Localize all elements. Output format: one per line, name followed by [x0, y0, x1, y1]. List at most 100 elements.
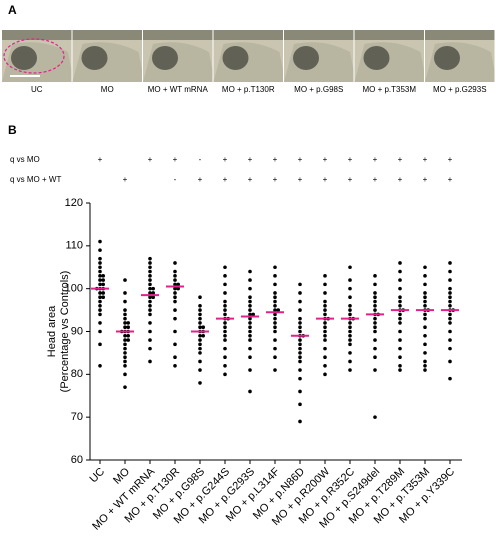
- data-point: [448, 295, 452, 300]
- data-point: [423, 291, 427, 295]
- image-top: [72, 30, 142, 40]
- data-point: [298, 359, 302, 364]
- image-top: [143, 30, 213, 40]
- data-point: [98, 363, 102, 368]
- data-point: [448, 269, 452, 274]
- data-point: [98, 342, 102, 347]
- data-point: [373, 282, 377, 287]
- x-tick-label: UC: [87, 466, 107, 486]
- data-point: [223, 282, 227, 287]
- data-point: [423, 312, 427, 317]
- data-point: [423, 274, 427, 278]
- significance-mark: +: [198, 175, 203, 184]
- data-point: [298, 342, 302, 347]
- significance-mark: +: [123, 175, 128, 184]
- data-point: [298, 329, 302, 334]
- data-point: [248, 304, 252, 308]
- data-point: [273, 329, 277, 334]
- y-tick-label: 60: [71, 454, 83, 466]
- data-point: [148, 282, 152, 287]
- data-point: [348, 325, 352, 330]
- data-point: [423, 342, 427, 347]
- data-point: [198, 351, 202, 355]
- data-point: [273, 325, 277, 330]
- data-point: [98, 282, 102, 287]
- data-point: [148, 286, 152, 291]
- data-point: [98, 274, 102, 278]
- image-label: MO: [101, 85, 114, 94]
- significance-mark: +: [448, 155, 453, 164]
- data-point: [398, 278, 402, 282]
- y-axis-label: Head area(Percentage vs Controls): [46, 271, 71, 393]
- data-point: [373, 308, 377, 312]
- data-point: [448, 346, 452, 351]
- data-point: [273, 265, 277, 270]
- data-point: [198, 316, 202, 321]
- data-point: [198, 381, 202, 385]
- data-point: [173, 316, 177, 321]
- data-point: [273, 299, 277, 304]
- data-point: [248, 295, 252, 300]
- significance-mark: +: [298, 175, 303, 184]
- data-point: [126, 338, 130, 342]
- data-point: [173, 291, 177, 295]
- significance-mark: -: [174, 175, 177, 184]
- data-point: [398, 304, 402, 308]
- data-point: [298, 291, 302, 295]
- head: [213, 42, 283, 82]
- significance-mark: +: [423, 155, 428, 164]
- data-point: [251, 312, 255, 317]
- data-point: [298, 282, 302, 287]
- data-point: [423, 333, 427, 338]
- data-point: [348, 304, 352, 308]
- data-point: [273, 346, 277, 351]
- data-point: [348, 286, 352, 291]
- image-label: MO + WT mRNA: [148, 85, 209, 94]
- y-axis-label-line: Head area: [46, 305, 58, 357]
- data-point: [148, 338, 152, 342]
- data-point: [98, 308, 102, 312]
- image-top: [2, 30, 72, 40]
- data-point: [373, 295, 377, 300]
- significance-mark: +: [323, 155, 328, 164]
- data-point: [173, 355, 177, 360]
- significance-mark: +: [348, 175, 353, 184]
- data-point: [98, 312, 102, 317]
- data-point: [323, 329, 327, 334]
- data-point: [423, 299, 427, 304]
- data-point: [173, 299, 177, 304]
- data-point: [223, 325, 227, 330]
- significance-label: q vs MO + WT: [10, 175, 61, 184]
- significance-mark: +: [373, 155, 378, 164]
- data-point: [201, 325, 205, 330]
- data-point: [98, 269, 102, 274]
- data-point: [273, 338, 277, 342]
- data-point: [123, 342, 127, 347]
- data-point: [323, 291, 327, 295]
- image-top: [213, 30, 283, 40]
- significance-mark: +: [323, 175, 328, 184]
- data-point: [101, 295, 105, 300]
- data-point: [273, 355, 277, 360]
- data-point: [123, 385, 127, 389]
- data-point: [398, 338, 402, 342]
- data-point: [348, 329, 352, 334]
- data-point: [126, 321, 130, 325]
- data-point: [98, 248, 102, 252]
- data-point: [348, 338, 352, 342]
- image-label: MO + p.G293S: [433, 85, 487, 94]
- significance-mark: +: [273, 175, 278, 184]
- significance-mark: -: [199, 155, 202, 164]
- data-point: [98, 291, 102, 295]
- data-point: [98, 239, 102, 244]
- data-point: [298, 368, 302, 372]
- data-point: [123, 359, 127, 364]
- data-point: [423, 325, 427, 330]
- image-label: MO + p.T353M: [362, 85, 416, 94]
- data-point: [298, 402, 302, 407]
- data-point: [298, 419, 302, 424]
- data-point: [148, 269, 152, 274]
- data-point: [148, 329, 152, 334]
- data-point: [398, 355, 402, 360]
- data-point: [148, 278, 152, 282]
